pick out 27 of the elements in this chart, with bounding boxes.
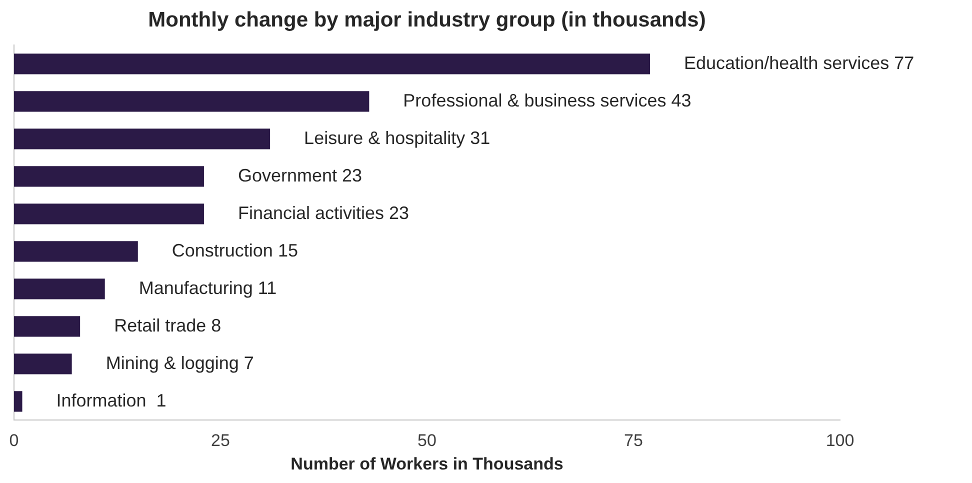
bar: [14, 54, 650, 74]
bar: [14, 354, 72, 374]
x-tick-label: 50: [418, 431, 436, 450]
y-tick-label: Professional & business services 43: [403, 90, 692, 110]
chart-title: Monthly change by major industry group (in thousands): [148, 8, 706, 32]
x-axis-title: Number of Workers in Thousands: [290, 454, 564, 474]
bar: [14, 204, 204, 224]
bar: [14, 91, 370, 112]
y-tick-label: Construction 15: [172, 240, 298, 260]
y-tick-label: Information 1: [56, 390, 166, 410]
y-tick-label: Education/health services 77: [684, 52, 914, 73]
bar: [14, 391, 22, 412]
bar: [14, 128, 270, 150]
y-tick-label: Government 23: [238, 165, 362, 186]
bar: [14, 316, 80, 337]
x-tick-label: 0: [9, 431, 19, 450]
x-tick-label: 75: [624, 431, 643, 450]
bar: [14, 278, 105, 300]
y-tick-label: Leisure & hospitality 31: [304, 128, 490, 148]
bar: [14, 166, 204, 187]
y-tick-label: Manufacturing 11: [138, 278, 277, 298]
bar: [14, 241, 138, 262]
x-tick-label: 100: [826, 431, 854, 450]
y-tick-label: Mining & logging 7: [106, 352, 254, 373]
y-tick-label: Retail trade 8: [114, 315, 222, 336]
y-tick-label: Financial activities 23: [238, 202, 410, 223]
x-tick-label: 25: [211, 431, 230, 450]
